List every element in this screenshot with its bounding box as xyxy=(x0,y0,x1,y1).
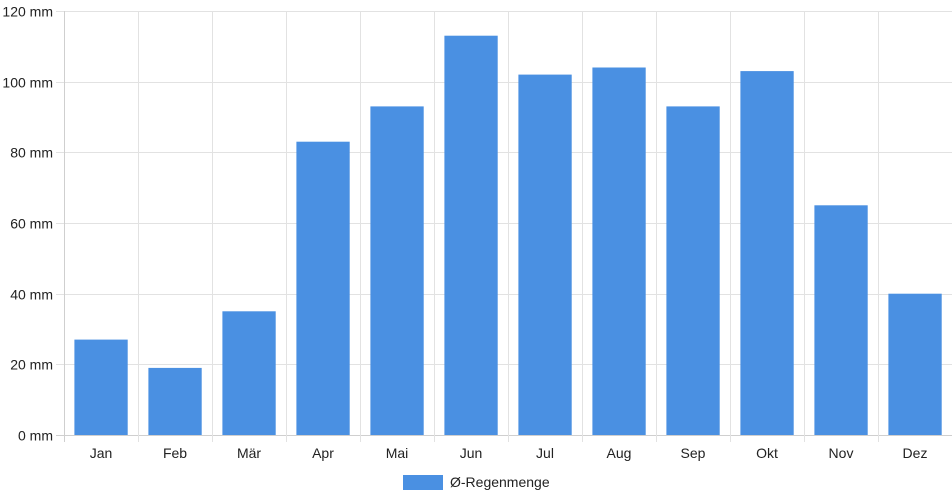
bar-nov[interactable] xyxy=(814,205,868,435)
x-tick-label: Nov xyxy=(829,445,854,461)
bar-aug[interactable] xyxy=(592,67,646,436)
bar-dez[interactable] xyxy=(888,293,942,435)
bar-jan[interactable] xyxy=(74,339,128,435)
bar-jun[interactable] xyxy=(444,35,498,435)
bar-sep[interactable] xyxy=(666,106,720,436)
bar-mär[interactable] xyxy=(222,311,276,435)
y-tick-label: 100 mm xyxy=(2,75,53,91)
x-tick-label: Dez xyxy=(903,445,928,461)
grid-lines xyxy=(56,11,952,442)
x-tick-label: Jan xyxy=(90,445,113,461)
bar-jul[interactable] xyxy=(518,74,572,435)
bar-apr[interactable] xyxy=(296,141,350,435)
y-tick-label: 60 mm xyxy=(10,216,53,232)
y-tick-label: 20 mm xyxy=(10,357,53,373)
legend-swatch xyxy=(403,475,443,490)
y-tick-label: 0 mm xyxy=(18,428,53,444)
x-tick-label: Jul xyxy=(536,445,554,461)
bars xyxy=(74,35,942,436)
x-tick-label: Mai xyxy=(386,445,409,461)
x-tick-label: Jun xyxy=(460,445,483,461)
legend[interactable]: Ø-Regenmenge xyxy=(403,474,550,490)
bar-feb[interactable] xyxy=(148,367,202,435)
x-tick-label: Apr xyxy=(312,445,334,461)
x-tick-label: Aug xyxy=(607,445,632,461)
axes: 0 mm 20 mm 40 mm 60 mm 80 mm 100 mm 120 mm Jan F… xyxy=(2,4,927,462)
y-tick-label: 80 mm xyxy=(10,145,53,161)
x-tick-label: Okt xyxy=(756,445,778,461)
bar-okt[interactable] xyxy=(740,71,794,435)
x-tick-label: Sep xyxy=(681,445,706,461)
x-tick-label: Feb xyxy=(163,445,187,461)
bar-mai[interactable] xyxy=(370,106,424,436)
y-tick-label: 120 mm xyxy=(2,4,53,20)
legend-label: Ø-Regenmenge xyxy=(450,474,550,490)
y-tick-label: 40 mm xyxy=(10,287,53,303)
x-tick-label: Mär xyxy=(237,445,261,461)
